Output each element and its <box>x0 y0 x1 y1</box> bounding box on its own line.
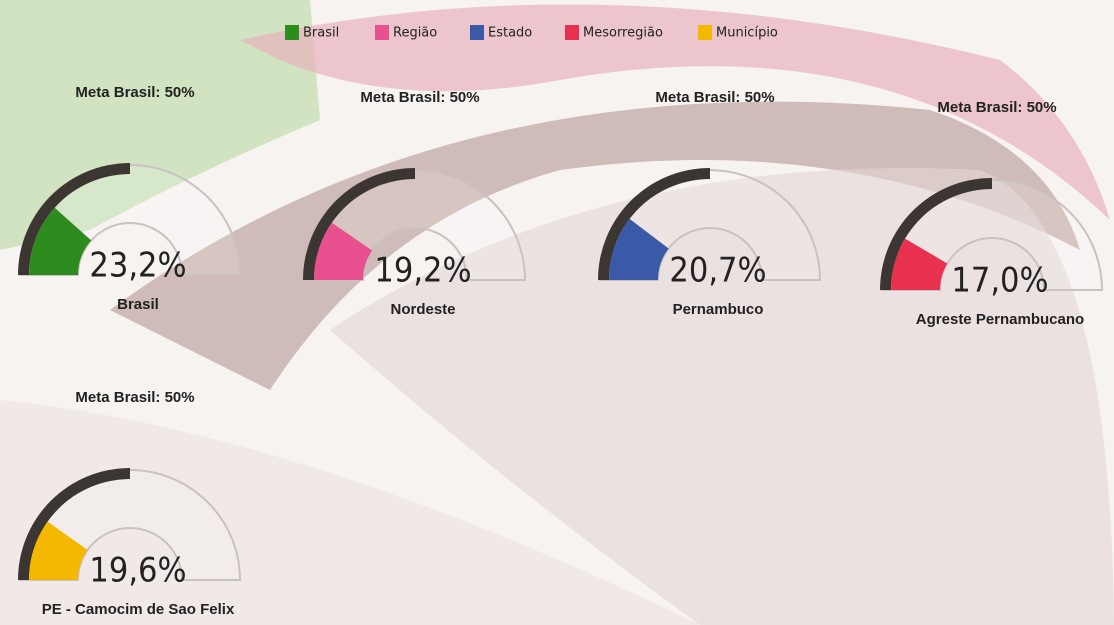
gauge-name: Pernambuco <box>673 301 764 318</box>
gauge-value <box>891 238 948 290</box>
gauge-title: Meta Brasil: 50% <box>937 99 1056 116</box>
gauge-name: Nordeste <box>390 301 455 318</box>
gauge-title: Meta Brasil: 50% <box>655 89 774 106</box>
legend-label: Mesorregião <box>583 26 663 41</box>
gauge-title: Meta Brasil: 50% <box>75 389 194 406</box>
gauge-value <box>609 218 669 280</box>
gauge-name: Brasil <box>117 296 159 313</box>
gauge-name: PE - Camocim de Sao Felix <box>42 601 235 618</box>
legend-swatch <box>565 25 579 40</box>
legend-swatch <box>698 25 712 40</box>
legend-label: Município <box>716 26 778 41</box>
gauge-name: Agreste Pernambucano <box>916 311 1084 328</box>
legend-swatch <box>375 25 389 40</box>
gauge-target <box>880 178 992 290</box>
gauge-value <box>313 222 373 280</box>
gauge-target <box>18 163 130 275</box>
gauge-target <box>598 168 710 280</box>
value-label: 19,6% <box>89 551 186 591</box>
value-label: 19,2% <box>374 251 471 291</box>
gauge-target <box>303 168 415 280</box>
gauge-title: Meta Brasil: 50% <box>360 89 479 106</box>
gauge-target <box>18 468 130 580</box>
value-label: 20,7% <box>669 251 766 291</box>
gauge-value <box>29 207 92 275</box>
legend-swatch <box>470 25 484 40</box>
legend-label: Brasil <box>303 26 339 41</box>
legend-label: Região <box>393 26 437 41</box>
legend-label: Estado <box>488 26 532 41</box>
gauge-title: Meta Brasil: 50% <box>75 84 194 101</box>
value-label: 23,2% <box>89 246 186 286</box>
gauge-value <box>29 521 88 580</box>
legend-swatch <box>285 25 299 40</box>
value-label: 17,0% <box>951 261 1048 301</box>
